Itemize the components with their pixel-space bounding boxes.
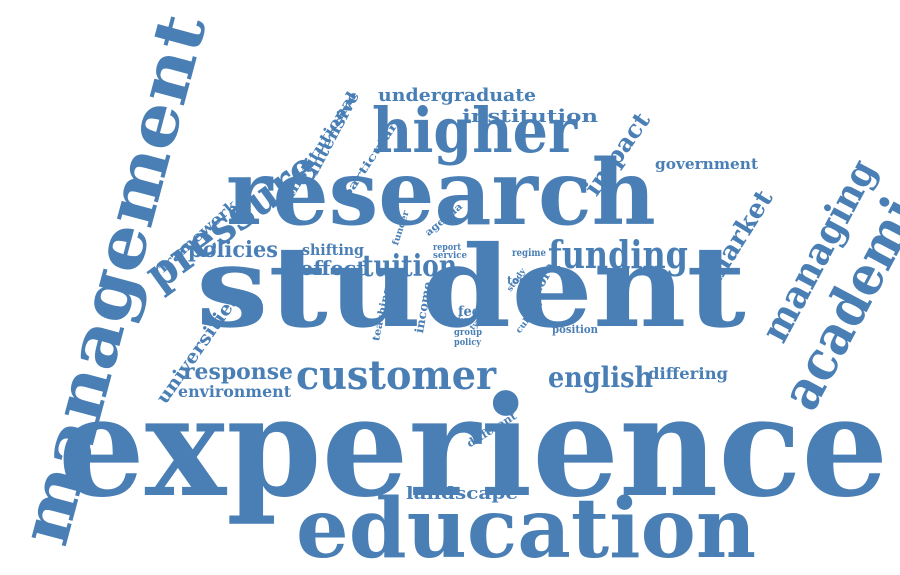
word-policies: policies — [188, 237, 278, 263]
word-student: student — [196, 222, 746, 353]
word-higher: higher — [372, 94, 578, 167]
word-report: report — [433, 243, 461, 253]
word-experience: experience — [58, 365, 889, 528]
word-group: group — [454, 328, 482, 338]
word-service: service — [433, 251, 468, 261]
word-research: research — [226, 140, 656, 246]
word-education: education — [296, 481, 757, 575]
word-funding: funding — [548, 232, 688, 277]
word-policy: policy — [454, 338, 482, 348]
word-tuition: tuition — [362, 249, 457, 284]
word-today: today — [507, 274, 541, 287]
word-regime: regime — [512, 248, 546, 259]
word-form: form — [458, 316, 473, 326]
word-response: response — [183, 359, 293, 385]
word-environment: environment — [178, 382, 292, 401]
word-fee: fee — [458, 304, 481, 320]
word-position: position — [552, 323, 598, 336]
word-shifting: shifting — [302, 241, 364, 259]
word-institution: institution — [462, 106, 599, 127]
word-landscape: landscape — [406, 484, 519, 504]
word-customer: customer — [296, 352, 497, 399]
word-government: government — [655, 155, 759, 173]
word-undergraduate: undergraduate — [378, 85, 537, 106]
word-effect: effect — [300, 256, 367, 280]
word-english: english — [548, 361, 654, 394]
word-differing: differing — [648, 364, 729, 383]
